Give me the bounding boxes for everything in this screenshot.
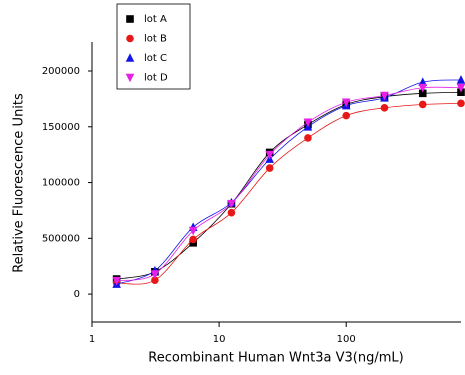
y-axis-title: Relative Fluorescence Units <box>12 93 27 273</box>
marker <box>418 83 428 93</box>
marker <box>265 150 274 160</box>
marker <box>418 89 427 98</box>
marker <box>189 235 197 244</box>
legend-label: lot B <box>144 34 167 45</box>
x-tick-label: 1 <box>89 334 95 345</box>
x-tick-label: 100 <box>337 334 356 345</box>
y-tick-label: 100000 <box>42 178 80 189</box>
marker <box>456 75 465 84</box>
marker <box>265 164 274 172</box>
marker <box>227 199 236 209</box>
legend-label: lot D <box>144 73 168 84</box>
marker <box>227 208 236 217</box>
marker <box>457 99 465 108</box>
marker <box>342 111 351 120</box>
marker <box>304 134 312 142</box>
legend-marker <box>125 53 135 62</box>
marker <box>150 270 160 279</box>
series-line <box>116 86 462 282</box>
marker <box>380 104 389 112</box>
x-tick-label: 10 <box>213 334 226 345</box>
series-line <box>116 91 462 280</box>
legend-label: lot A <box>144 14 167 25</box>
legend-label: lot C <box>144 53 167 64</box>
y-tick-label: 0 <box>74 289 80 300</box>
y-tick-label: 150000 <box>42 122 80 133</box>
legend-marker <box>126 34 134 43</box>
y-tick-label: 500000 <box>42 233 80 244</box>
marker <box>112 276 121 286</box>
marker <box>151 276 159 284</box>
y-tick-label: 200000 <box>42 66 80 77</box>
x-axis-title: Recombinant Human Wnt3a V3(ng/mL) <box>148 351 403 366</box>
legend-marker <box>125 73 135 83</box>
marker <box>418 100 427 109</box>
marker <box>188 226 198 236</box>
marker <box>456 83 465 93</box>
marker <box>418 77 428 86</box>
marker <box>380 91 389 101</box>
series-line <box>116 79 462 285</box>
marker <box>303 118 313 128</box>
marker <box>341 98 351 108</box>
series-line <box>116 102 462 285</box>
legend-marker <box>126 15 134 23</box>
